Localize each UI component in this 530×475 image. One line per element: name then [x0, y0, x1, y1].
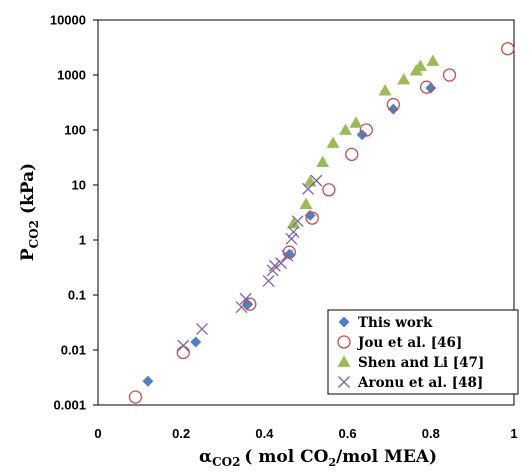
y-tick-label: 1: [79, 233, 86, 248]
x-tick-label: 0.2: [172, 426, 190, 441]
legend-label: This work: [358, 315, 433, 331]
legend-triangle-marker: [337, 355, 351, 367]
x-point: [287, 226, 300, 238]
circle-point: [419, 80, 434, 94]
triangle-point: [426, 54, 440, 66]
triangle-point: [287, 216, 301, 229]
legend-box: [327, 309, 519, 395]
x-point: [281, 249, 294, 262]
triangle-point: [326, 136, 340, 148]
x-point: [262, 275, 275, 287]
plot-area: 0.001 0.01 0.1 1 10 100 1000 10000 0 0.2 0.4 0.6 0.8…: [50, 13, 518, 442]
circle-point: [345, 147, 359, 162]
series-x-points: [177, 174, 323, 352]
triangle-point: [349, 116, 363, 128]
x-point: [235, 301, 248, 314]
y-tick-label: 0.1: [68, 288, 86, 303]
circle-point: [176, 345, 190, 360]
y-tick-label: 10: [72, 178, 86, 193]
legend-x-marker: [338, 376, 350, 388]
y-tick-label: 10000: [50, 13, 86, 28]
series-triangle-points: [287, 54, 440, 229]
triangle-point: [303, 175, 317, 187]
triangle-point: [413, 59, 427, 71]
circle-point: [128, 390, 143, 404]
legend-circle-marker: [337, 335, 351, 349]
x-point: [268, 259, 281, 272]
x-tick-label: 0.6: [339, 426, 357, 441]
y-tick-label: 1000: [57, 68, 86, 83]
series-diamond-points: [142, 82, 437, 387]
x-tick-label: 0.8: [422, 426, 440, 441]
y-tick-label: 0.01: [61, 343, 86, 358]
y-tick-label: 100: [64, 123, 86, 138]
circle-point: [305, 211, 319, 225]
triangle-point: [316, 155, 330, 168]
legend-label: Shen and Li [47]: [358, 355, 484, 371]
x-point: [285, 232, 298, 245]
triangle-point: [299, 197, 313, 209]
circle-point: [322, 183, 336, 197]
legend: This work Jou et al. [46] Shen and Li [47]…: [327, 309, 519, 395]
x-point: [266, 264, 279, 277]
triangle-point: [378, 84, 392, 96]
x-tick-label: 1: [510, 426, 517, 441]
y-axis-label: PCO2 (kPa): [18, 163, 41, 261]
circle-point: [386, 97, 401, 112]
diamond-point: [142, 375, 154, 387]
x-point: [310, 174, 323, 187]
y-tick-label: 0.001: [53, 398, 86, 413]
legend-label: Jou et al. [46]: [357, 335, 462, 351]
legend-label: Aronu et al. [48]: [357, 375, 483, 391]
diamond-point: [387, 103, 399, 115]
circle-point: [442, 68, 457, 82]
triangle-point: [397, 72, 411, 85]
x-point: [239, 292, 252, 305]
diamond-point: [190, 336, 202, 348]
circle-point: [501, 42, 515, 56]
triangle-point: [339, 123, 353, 135]
x-point: [177, 339, 190, 352]
x-point: [275, 257, 287, 270]
x-tick-label: 0: [94, 426, 101, 441]
x-point: [196, 323, 208, 336]
legend-diamond-marker: [338, 316, 350, 328]
diamond-point: [425, 82, 437, 94]
x-point: [291, 215, 304, 228]
x-axis-label: αCO2( mol CO2/mol MEA): [199, 447, 437, 469]
plot-frame: [97, 19, 515, 406]
circle-point: [359, 123, 373, 137]
x-tick-label: 0.4: [255, 426, 274, 441]
series-circle-points: [128, 42, 515, 404]
